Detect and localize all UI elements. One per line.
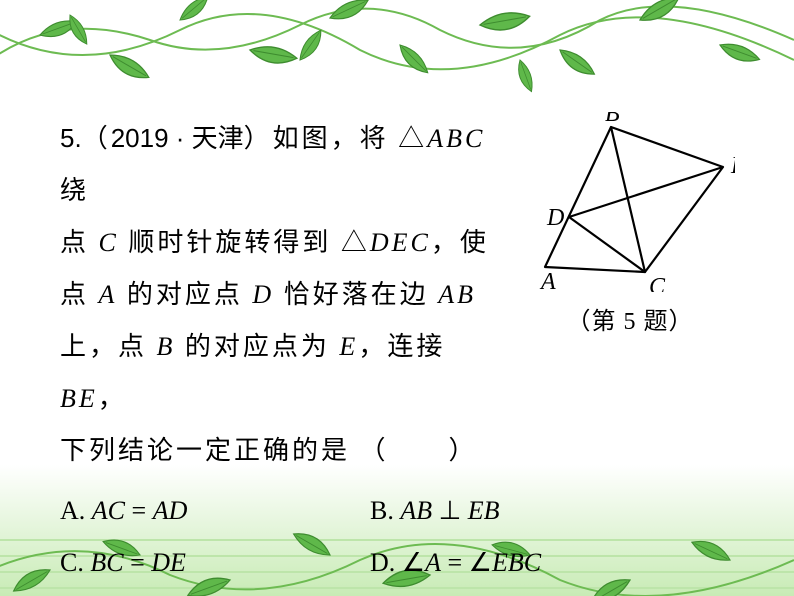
option-b: B. AB ⊥ EB bbox=[370, 485, 680, 537]
figure-column: A B C D E （第 5 题） bbox=[520, 112, 740, 336]
svg-text:D: D bbox=[546, 205, 564, 231]
option-c: C. BC = DE bbox=[60, 537, 370, 589]
option-a: A. AC = AD bbox=[60, 485, 370, 537]
option-d: D. ∠A = ∠EBC bbox=[370, 537, 680, 589]
problem-text: 5.（2019 · 天津）如图，将 △ABC 绕 点 C 顺时针旋转得到 △DE… bbox=[60, 112, 520, 477]
svg-text:C: C bbox=[649, 274, 666, 292]
options-block: A. AC = AD B. AB ⊥ EB C. BC = DE D. ∠A =… bbox=[60, 485, 740, 589]
problem-number: 5. bbox=[60, 123, 82, 153]
geometry-figure: A B C D E bbox=[525, 112, 735, 292]
content-area: 5.（2019 · 天津）如图，将 △ABC 绕 点 C 顺时针旋转得到 △DE… bbox=[60, 112, 740, 589]
svg-text:B: B bbox=[605, 112, 620, 127]
svg-text:E: E bbox=[730, 153, 735, 179]
figure-caption: （第 5 题） bbox=[520, 301, 740, 336]
svg-text:A: A bbox=[539, 269, 556, 292]
